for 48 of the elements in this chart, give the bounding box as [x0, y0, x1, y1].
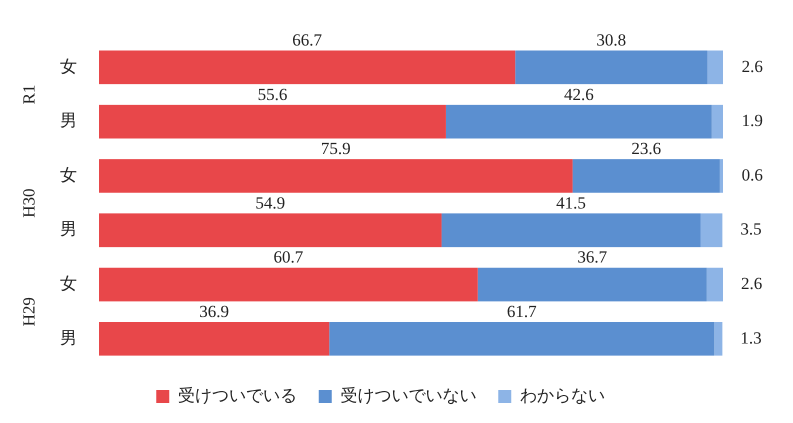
bar: [442, 213, 701, 248]
bar: [700, 213, 722, 248]
data-label: 2.6: [742, 56, 763, 76]
y-tick-label: 女: [60, 165, 77, 184]
y-tick-label: 男: [60, 220, 77, 239]
bar: [478, 268, 707, 302]
bar: [99, 213, 442, 248]
data-label: 41.5: [556, 193, 586, 212]
legend-label: わからない: [520, 386, 605, 405]
bar: [707, 50, 723, 84]
bar: [446, 104, 712, 138]
y-tick-label: 女: [60, 56, 77, 76]
bar: [572, 159, 720, 193]
bar: [706, 268, 723, 302]
bar: [99, 50, 516, 84]
data-label: 66.7: [292, 30, 322, 50]
data-label: 23.6: [631, 139, 662, 158]
data-label: 54.9: [255, 193, 286, 212]
bar: [329, 322, 714, 356]
text: H29: [19, 297, 38, 326]
data-label: 3.5: [740, 220, 762, 239]
y-tick-label: 男: [60, 111, 77, 130]
legend-label: 受けついでいない: [340, 386, 476, 405]
bar: [99, 104, 446, 138]
data-label: 61.7: [506, 302, 538, 321]
data-label: 60.7: [274, 248, 304, 267]
data-label: 1.3: [740, 328, 762, 348]
text: R1: [19, 84, 38, 104]
data-label: 42.6: [564, 84, 594, 104]
bar: [712, 104, 723, 138]
data-label: 30.8: [596, 30, 626, 50]
data-label: 1.9: [742, 111, 763, 130]
data-label: 75.9: [320, 139, 351, 158]
text: H30: [19, 188, 38, 218]
bar: [99, 322, 330, 356]
y-tick-label: 男: [60, 328, 77, 348]
data-label: 36.7: [577, 248, 608, 267]
data-label: 55.6: [258, 84, 288, 104]
bar: [515, 50, 708, 84]
data-label: 2.6: [741, 274, 762, 294]
y-tick-label: 女: [60, 274, 77, 294]
bar: [720, 159, 723, 193]
data-label: 0.6: [742, 165, 763, 184]
bar: [99, 268, 478, 302]
legend-label: 受けついでいる: [178, 386, 297, 405]
data-label: 36.9: [199, 302, 230, 321]
bar: [99, 159, 573, 193]
bar: [714, 322, 722, 356]
